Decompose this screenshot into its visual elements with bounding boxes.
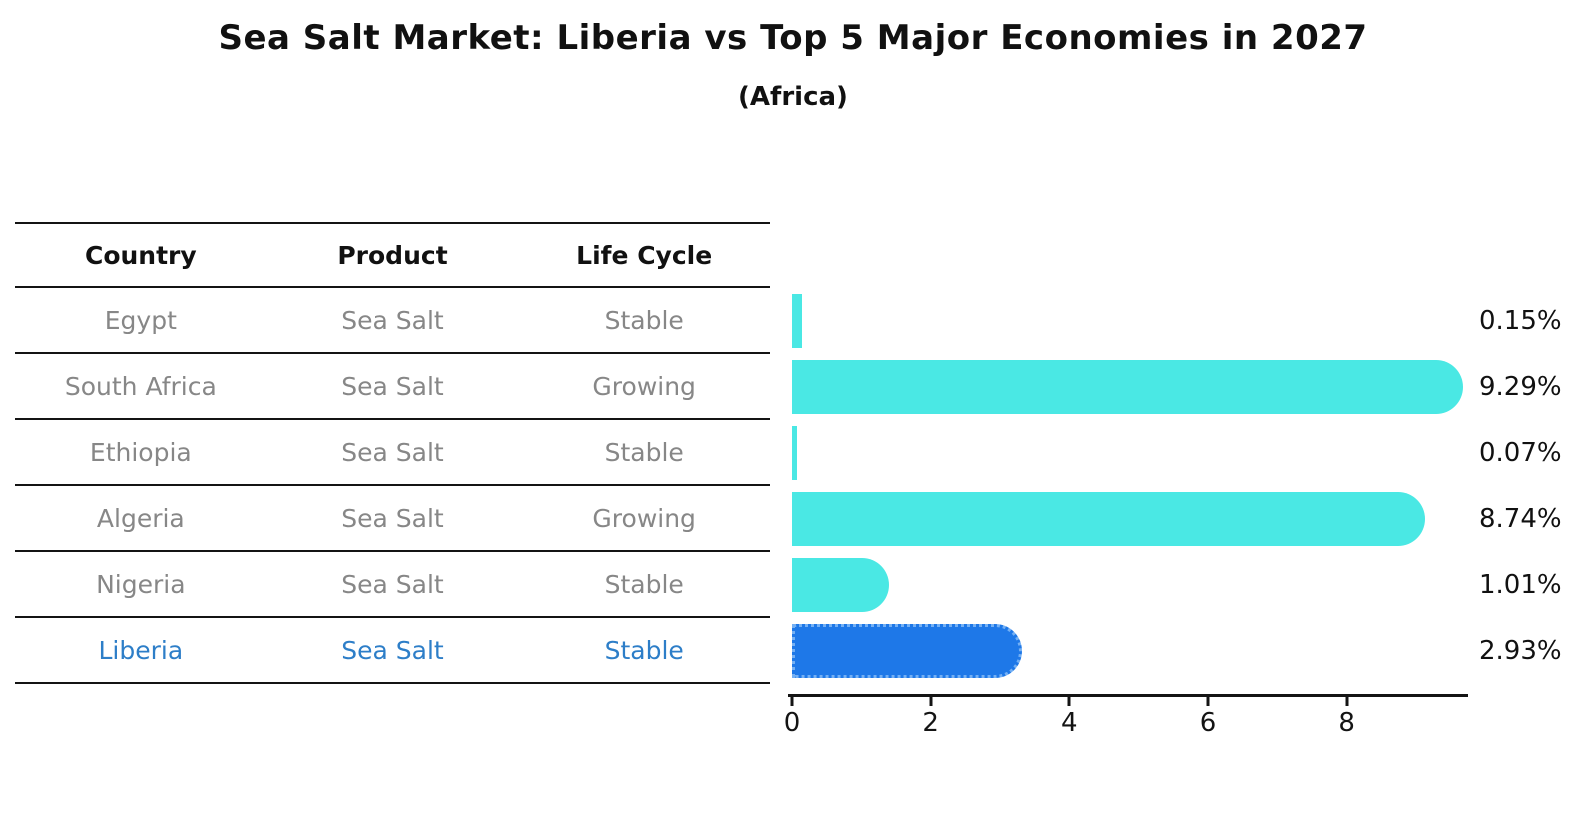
table-cell-country: Egypt — [104, 305, 177, 335]
table-cell-product: Sea Salt — [341, 437, 444, 467]
bar-value-label: 0.07% — [1479, 438, 1562, 468]
bar-egypt — [792, 294, 803, 348]
chart-subtitle: (Africa) — [738, 82, 848, 112]
table-row: Ethiopia Sea Salt Stable — [15, 420, 770, 486]
table-cell-product: Sea Salt — [341, 569, 444, 599]
table-row: Nigeria Sea Salt Stable — [15, 552, 770, 618]
x-axis-line — [788, 694, 1468, 697]
table-header-country: Country — [84, 240, 197, 270]
bar-plot-area — [792, 288, 1468, 684]
table-cell-life-cycle: Stable — [604, 437, 684, 467]
bar-south-africa — [792, 360, 1464, 414]
table-row: Algeria Sea Salt Growing — [15, 486, 770, 552]
bar-liberia — [792, 624, 1023, 678]
bar-ethiopia — [792, 426, 797, 480]
x-tick — [929, 697, 933, 706]
country-table: Country Product Life Cycle Egypt Sea Salt… — [15, 222, 770, 684]
table-header-life-cycle: Life Cycle — [576, 240, 713, 270]
table-row: Liberia Sea Salt Stable — [15, 618, 770, 684]
bar-value-label: 8.74% — [1479, 504, 1562, 534]
x-tick-label: 0 — [783, 708, 801, 738]
table-cell-country: Ethiopia — [89, 437, 192, 467]
table-cell-life-cycle: Stable — [604, 305, 684, 335]
table-cell-country: Algeria — [96, 503, 185, 533]
bar-algeria — [792, 492, 1425, 546]
bar-nigeria — [792, 558, 890, 612]
x-tick — [790, 697, 794, 706]
table-cell-life-cycle: Stable — [604, 569, 684, 599]
chart-title: Sea Salt Market: Liberia vs Top 5 Major … — [218, 18, 1368, 58]
table-cell-product: Sea Salt — [341, 371, 444, 401]
x-tick — [1067, 697, 1071, 706]
table-row: South Africa Sea Salt Growing — [15, 354, 770, 420]
table-cell-life-cycle: Growing — [592, 371, 696, 401]
table-row: Egypt Sea Salt Stable — [15, 288, 770, 354]
table-header-product: Product — [337, 240, 448, 270]
bar-value-label: 1.01% — [1479, 570, 1562, 600]
x-tick-label: 8 — [1338, 708, 1355, 738]
x-tick-label: 6 — [1199, 708, 1217, 738]
table-cell-product: Sea Salt — [341, 503, 444, 533]
bar-value-label: 2.93% — [1479, 636, 1562, 666]
table-cell-product: Sea Salt — [341, 305, 444, 335]
x-tick-label: 2 — [922, 708, 939, 738]
table-cell-country: South Africa — [64, 371, 217, 401]
table-cell-life-cycle: Growing — [592, 503, 696, 533]
table-cell-country: Liberia — [98, 635, 184, 665]
x-tick-label: 4 — [1061, 708, 1078, 738]
x-tick — [1345, 697, 1349, 706]
table-cell-life-cycle: Stable — [604, 635, 684, 665]
table-header-row: Country Product Life Cycle — [15, 222, 770, 288]
bar-value-label: 9.29% — [1479, 372, 1562, 402]
table-cell-country: Nigeria — [96, 569, 186, 599]
table-cell-product: Sea Salt — [341, 635, 444, 665]
table-body: Egypt Sea Salt Stable South Africa Sea Salt G… — [15, 288, 770, 684]
bar-value-label: 0.15% — [1479, 306, 1562, 336]
x-tick — [1206, 697, 1210, 706]
